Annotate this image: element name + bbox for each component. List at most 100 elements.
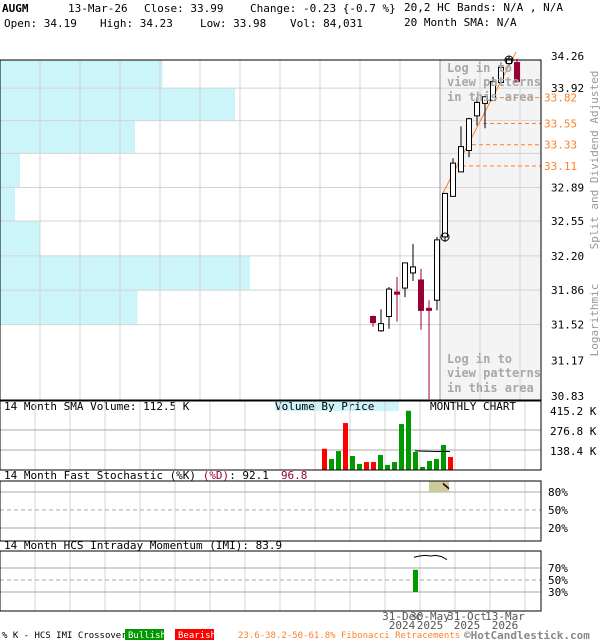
pattern-marker <box>440 232 450 242</box>
candle-body <box>378 323 384 332</box>
volume-bar <box>329 459 334 470</box>
volume-by-price-bar <box>0 290 138 325</box>
price-tick-label: 32.89 <box>551 182 584 195</box>
volume-by-price-bar <box>0 221 40 256</box>
candle-body <box>458 146 464 173</box>
date: 13-Mar-26 <box>68 2 128 15</box>
stochastic-title: 14 Month Fast Stochastic (%K) (%D): 92.1… <box>4 469 307 482</box>
close-value: Close: 33.99 <box>144 2 223 15</box>
volume-bar <box>322 448 327 470</box>
bullish-badge: Bullish <box>128 631 166 640</box>
stochastic-tick-label: 80% <box>548 486 568 499</box>
candle-body <box>466 118 472 152</box>
open-value: Open: 34.19 <box>4 17 77 30</box>
stoch-k-value: : 92.1 <box>229 469 269 482</box>
log-scale-label: Logarithmic <box>588 284 600 357</box>
candle-body <box>498 66 504 83</box>
chart-type-label: MONTHLY CHART <box>430 400 516 413</box>
candle-body <box>474 101 480 117</box>
stoch-d-label: (%D) <box>203 469 230 482</box>
date-tick-year: 2025 <box>454 619 481 632</box>
volume-bar <box>350 455 355 470</box>
candle-body <box>514 62 520 83</box>
volume-bar <box>441 445 446 470</box>
sma-20: 20 Month SMA: N/A <box>404 16 517 29</box>
volume-value: Vol: 84,031 <box>290 17 363 30</box>
imi-line <box>413 554 448 561</box>
stochastic-panel-border <box>0 480 542 542</box>
stochastic-tick-label: 50% <box>548 504 568 517</box>
price-tick-label: 32.20 <box>551 250 584 263</box>
volume-bar <box>336 451 341 470</box>
candle-body <box>418 279 424 311</box>
price-tick-label: 31.17 <box>551 355 584 368</box>
watermark-line: view patterns <box>447 75 541 89</box>
price-tick-label: 34.26 <box>551 50 584 63</box>
volume-bar <box>413 451 418 470</box>
volume-tick-label: 276.8 K <box>550 425 597 438</box>
fib-level-label: 33.82 <box>544 92 577 105</box>
copyright-logo[interactable]: ©HotCandlestick.com <box>464 629 590 640</box>
imi-panel: 70%50%30% <box>0 551 568 611</box>
price-tick-label: 33.92 <box>551 82 584 95</box>
fib-level-label: 33.11 <box>544 160 577 173</box>
volume-bar <box>385 464 390 470</box>
stoch-d-line <box>442 482 450 489</box>
price-tick-label: 32.55 <box>551 215 584 228</box>
volume-bar <box>371 462 376 470</box>
volume-tick-label: 138.4 K <box>550 445 597 458</box>
price-tick-label: 30.83 <box>551 390 584 403</box>
date-tick-year: 2024 <box>389 619 416 632</box>
date-tick-label: 31-Dec <box>382 610 422 623</box>
change-value: Change: -0.23 {-0.7 %} <box>250 2 396 15</box>
watermark-line: in this area <box>447 90 534 104</box>
volume-panel-border <box>0 400 542 471</box>
volume-by-price-bar <box>0 120 135 154</box>
volume-bar <box>357 463 362 470</box>
bearish-badge-bg <box>175 629 214 640</box>
volume-by-price-bar <box>0 187 15 222</box>
volume-by-price-bar <box>0 153 20 188</box>
overbought-zone <box>429 481 449 492</box>
volume-bar <box>378 454 383 470</box>
price-tick-label: 31.86 <box>551 284 584 297</box>
volume-tick-label: 415.2 K <box>550 405 597 418</box>
vbp-label-bg <box>275 401 399 411</box>
candle-body <box>402 262 408 289</box>
volume-bar <box>434 459 439 470</box>
symbol: AUGM <box>2 2 29 15</box>
imi-bar <box>413 569 418 592</box>
watermark-line: in this area <box>447 381 534 395</box>
date-tick-label: 31-Oct <box>447 610 487 623</box>
pattern-area <box>440 60 541 400</box>
high-value: High: 34.23 <box>100 17 173 30</box>
volume-by-price-bar <box>0 60 163 89</box>
vbp-label: Volume By Price <box>275 400 374 413</box>
candle-body <box>394 291 400 295</box>
volume-bar <box>392 462 397 470</box>
low-value: Low: 33.98 <box>200 17 266 30</box>
price-panel-border <box>0 59 542 401</box>
candle-body <box>426 307 432 311</box>
bullish-badge-bg <box>125 629 164 640</box>
volume-bar <box>343 423 348 470</box>
date-tick-year: 2025 <box>417 619 444 632</box>
watermark-line: Log in to <box>447 352 512 366</box>
candle-body <box>386 288 392 317</box>
adjusted-label: Split and Dividend Adjusted <box>588 71 600 250</box>
imi-tick-label: 50% <box>548 574 568 587</box>
candle-body <box>450 162 456 197</box>
watermark-line: Log in to <box>447 61 512 75</box>
stochastic-panel: 80% 50% 20% <box>0 481 568 541</box>
volume-bar <box>448 456 453 470</box>
volume-sma-line <box>414 450 451 453</box>
candle-body <box>434 239 440 301</box>
volume-by-price-bar <box>0 88 235 121</box>
stoch-d-value: 96.8 <box>281 469 308 482</box>
volume-by-price-bar <box>0 255 250 291</box>
volume-bar <box>427 461 432 470</box>
fibonacci-legend: 23.6-38.2-50-61.8% Fibonacci Retracement… <box>238 631 460 640</box>
volume-title: 14 Month SMA Volume: 112.5 K <box>4 400 190 413</box>
